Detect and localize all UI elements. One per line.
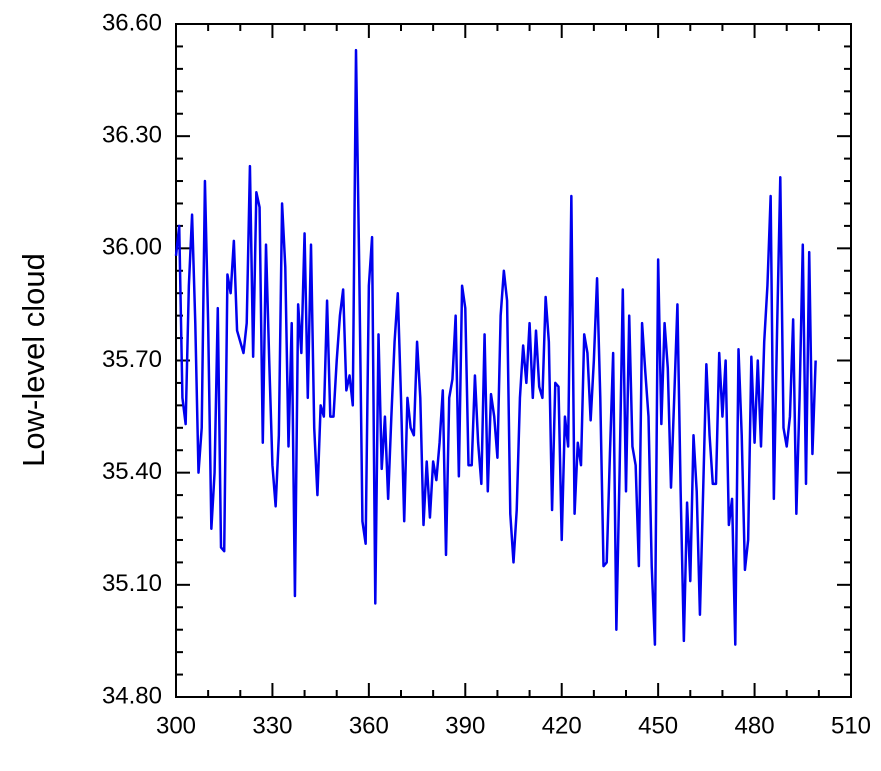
data-line	[174, 48, 817, 646]
y-tick-label: 36.30	[102, 122, 162, 149]
x-tick-label: 480	[735, 712, 775, 739]
plot-frame	[175, 23, 852, 698]
y-tick-label: 35.40	[102, 458, 162, 485]
x-tick-label: 360	[349, 712, 389, 739]
y-tick-label: 34.80	[102, 682, 162, 709]
x-tick-label: 390	[445, 712, 485, 739]
y-axis-label: Low-level cloud	[16, 253, 51, 467]
x-tick-label: 510	[831, 712, 871, 739]
x-tick-label: 330	[252, 712, 292, 739]
y-tick-label: 36.00	[102, 234, 162, 261]
y-tick-label: 36.60	[102, 9, 162, 36]
x-tick-label: 420	[542, 712, 582, 739]
x-tick-label: 300	[156, 712, 196, 739]
x-tick-label: 450	[638, 712, 678, 739]
y-tick-label: 35.10	[102, 570, 162, 597]
y-tick-label: 35.70	[102, 346, 162, 373]
